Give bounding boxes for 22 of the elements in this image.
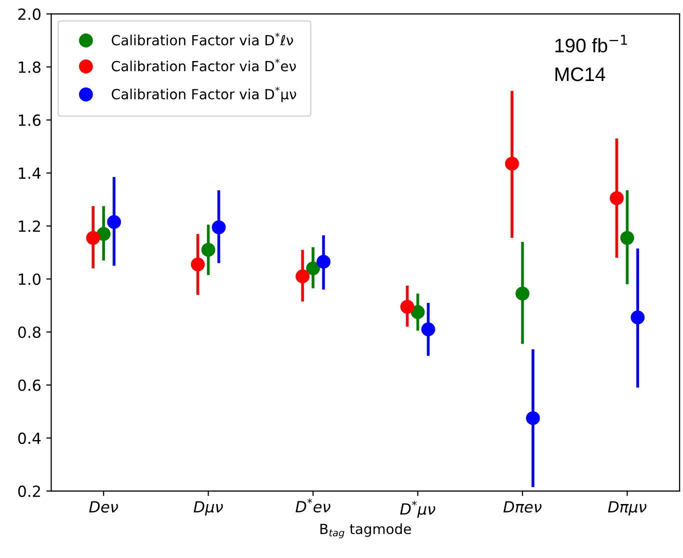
y-tick-label: 1.0 [18,273,40,286]
x-tick-label: D$^{*}$eν [296,498,330,512]
x-axis-title: B$_{tag}$ tagmode [320,523,411,538]
annotation: 190 fb$^{−1}$ [555,34,627,52]
x-tick-label: D$^{*}$μν [400,500,436,518]
y-tick-label: 0.8 [18,326,40,338]
y-tick-label: 0.6 [18,379,41,392]
legend-label: Calibration Factor via D$^{*}$eν [112,58,296,72]
y-tick-label: 0.2 [18,486,40,498]
x-tick-label: Dπμν [608,501,646,516]
x-tick-label: Deν [89,501,118,513]
legend-label: Calibration Factor via D$^{*}$ℓν [112,32,294,46]
y-tick-label: 1.6 [18,114,41,126]
legend-label: Calibration Factor via D$^{*}$μν [112,86,296,102]
y-tick-label: 1.4 [18,168,41,179]
x-tick-label: Dπeν [503,501,542,513]
x-tick-label: Dμν [194,501,223,516]
y-tick-label: 1.8 [18,61,40,73]
y-tick-label: 1.2 [18,220,40,232]
annotation: MC14 [556,67,606,82]
y-tick-label: 2.0 [18,8,40,20]
y-tick-label: 0.4 [18,432,41,444]
